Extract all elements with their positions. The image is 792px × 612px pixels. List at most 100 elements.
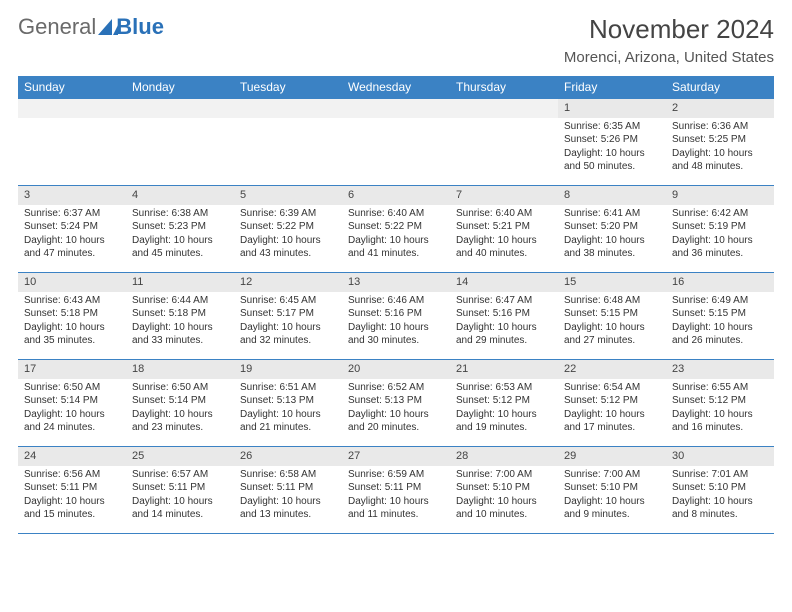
daylight-text: Daylight: 10 hours and 43 minutes. [240,234,336,261]
day-number: 12 [234,273,342,292]
day-number: 25 [126,447,234,466]
logo: General Blue [18,14,164,40]
day-body: Sunrise: 6:50 AMSunset: 5:14 PMDaylight:… [126,379,234,439]
day-number: 8 [558,186,666,205]
week-row: 10Sunrise: 6:43 AMSunset: 5:18 PMDayligh… [18,272,774,359]
sunrise-text: Sunrise: 6:57 AM [132,468,228,482]
sunset-text: Sunset: 5:11 PM [132,481,228,495]
sunrise-text: Sunrise: 6:58 AM [240,468,336,482]
sunrise-text: Sunrise: 6:43 AM [24,294,120,308]
daylight-text: Daylight: 10 hours and 8 minutes. [672,495,768,522]
sunrise-text: Sunrise: 6:59 AM [348,468,444,482]
day-body: Sunrise: 6:53 AMSunset: 5:12 PMDaylight:… [450,379,558,439]
day-cell: 25 Sunrise: 6:57 AMSunset: 5:11 PMDayligh… [126,447,234,533]
day-body: Sunrise: 6:40 AMSunset: 5:21 PMDaylight:… [450,205,558,265]
day-cell: 30Sunrise: 7:01 AMSunset: 5:10 PMDayligh… [666,447,774,533]
day-body: Sunrise: 7:00 AMSunset: 5:10 PMDaylight:… [450,466,558,526]
sunset-text: Sunset: 5:12 PM [456,394,552,408]
day-body: Sunrise: 6:47 AMSunset: 5:16 PMDaylight:… [450,292,558,352]
sunset-text: Sunset: 5:16 PM [348,307,444,321]
day-cell: 24Sunrise: 6:56 AMSunset: 5:11 PMDayligh… [18,447,126,533]
week-row: 24Sunrise: 6:56 AMSunset: 5:11 PMDayligh… [18,446,774,533]
day-body: Sunrise: 6:43 AMSunset: 5:18 PMDaylight:… [18,292,126,352]
dow-cell: Sunday [18,76,126,98]
day-number: 29 [558,447,666,466]
day-cell: 9Sunrise: 6:42 AMSunset: 5:19 PMDaylight… [666,186,774,272]
daylight-text: Daylight: 10 hours and 15 minutes. [24,495,120,522]
day-body: Sunrise: 6:56 AMSunset: 5:11 PMDaylight:… [18,466,126,526]
day-number: 26 [234,447,342,466]
day-cell: 27Sunrise: 6:59 AMSunset: 5:11 PMDayligh… [342,447,450,533]
day-cell: . [126,99,234,185]
day-cell: 15Sunrise: 6:48 AMSunset: 5:15 PMDayligh… [558,273,666,359]
sunrise-text: Sunrise: 6:48 AM [564,294,660,308]
sunset-text: Sunset: 5:15 PM [564,307,660,321]
day-number: 9 [666,186,774,205]
day-cell: 20Sunrise: 6:52 AMSunset: 5:13 PMDayligh… [342,360,450,446]
daylight-text: Daylight: 10 hours and 40 minutes. [456,234,552,261]
day-cell: . [234,99,342,185]
sunset-text: Sunset: 5:23 PM [132,220,228,234]
daylight-text: Daylight: 10 hours and 20 minutes. [348,408,444,435]
sunset-text: Sunset: 5:18 PM [132,307,228,321]
day-cell: 2Sunrise: 6:36 AMSunset: 5:25 PMDaylight… [666,99,774,185]
day-number: 5 [234,186,342,205]
daylight-text: Daylight: 10 hours and 32 minutes. [240,321,336,348]
sunrise-text: Sunrise: 6:53 AM [456,381,552,395]
sunset-text: Sunset: 5:24 PM [24,220,120,234]
day-cell: 29Sunrise: 7:00 AMSunset: 5:10 PMDayligh… [558,447,666,533]
page-title: November 2024 [564,14,774,45]
calendar-bottom-border [18,533,774,534]
day-cell: 22Sunrise: 6:54 AMSunset: 5:12 PMDayligh… [558,360,666,446]
daylight-text: Daylight: 10 hours and 16 minutes. [672,408,768,435]
daylight-text: Daylight: 10 hours and 11 minutes. [348,495,444,522]
sunset-text: Sunset: 5:11 PM [348,481,444,495]
sunset-text: Sunset: 5:10 PM [564,481,660,495]
dow-cell: Friday [558,76,666,98]
day-body: Sunrise: 6:49 AMSunset: 5:15 PMDaylight:… [666,292,774,352]
daylight-text: Daylight: 10 hours and 14 minutes. [132,495,228,522]
sunrise-text: Sunrise: 6:47 AM [456,294,552,308]
day-number: 15 [558,273,666,292]
week-row: 3Sunrise: 6:37 AMSunset: 5:24 PMDaylight… [18,185,774,272]
sunset-text: Sunset: 5:11 PM [24,481,120,495]
sunrise-text: Sunrise: 7:01 AM [672,468,768,482]
sunrise-text: Sunrise: 6:45 AM [240,294,336,308]
day-cell: 17Sunrise: 6:50 AMSunset: 5:14 PMDayligh… [18,360,126,446]
day-body: Sunrise: 6:37 AMSunset: 5:24 PMDaylight:… [18,205,126,265]
day-cell: . [450,99,558,185]
day-number: . [126,99,234,118]
daylight-text: Daylight: 10 hours and 35 minutes. [24,321,120,348]
days-of-week-row: SundayMondayTuesdayWednesdayThursdayFrid… [18,76,774,98]
sunset-text: Sunset: 5:21 PM [456,220,552,234]
sunrise-text: Sunrise: 6:51 AM [240,381,336,395]
sunset-text: Sunset: 5:25 PM [672,133,768,147]
day-body: Sunrise: 6:55 AMSunset: 5:12 PMDaylight:… [666,379,774,439]
day-number: 4 [126,186,234,205]
sunrise-text: Sunrise: 6:40 AM [348,207,444,221]
day-body: Sunrise: 6:58 AMSunset: 5:11 PMDaylight:… [234,466,342,526]
day-cell: 19Sunrise: 6:51 AMSunset: 5:13 PMDayligh… [234,360,342,446]
day-body: Sunrise: 6:46 AMSunset: 5:16 PMDaylight:… [342,292,450,352]
week-row: .....1Sunrise: 6:35 AMSunset: 5:26 PMDay… [18,98,774,185]
sunset-text: Sunset: 5:22 PM [240,220,336,234]
day-body: Sunrise: 6:52 AMSunset: 5:13 PMDaylight:… [342,379,450,439]
day-number: 11 [126,273,234,292]
daylight-text: Daylight: 10 hours and 30 minutes. [348,321,444,348]
day-cell: 26Sunrise: 6:58 AMSunset: 5:11 PMDayligh… [234,447,342,533]
day-body: Sunrise: 6:40 AMSunset: 5:22 PMDaylight:… [342,205,450,265]
sunrise-text: Sunrise: 7:00 AM [564,468,660,482]
sunset-text: Sunset: 5:10 PM [672,481,768,495]
sunrise-text: Sunrise: 6:50 AM [24,381,120,395]
sunset-text: Sunset: 5:14 PM [24,394,120,408]
sunrise-text: Sunrise: 6:49 AM [672,294,768,308]
sunset-text: Sunset: 5:13 PM [348,394,444,408]
day-cell: 8Sunrise: 6:41 AMSunset: 5:20 PMDaylight… [558,186,666,272]
day-number: 1 [558,99,666,118]
sunset-text: Sunset: 5:26 PM [564,133,660,147]
sunrise-text: Sunrise: 6:39 AM [240,207,336,221]
day-body: Sunrise: 6:59 AMSunset: 5:11 PMDaylight:… [342,466,450,526]
daylight-text: Daylight: 10 hours and 13 minutes. [240,495,336,522]
daylight-text: Daylight: 10 hours and 17 minutes. [564,408,660,435]
logo-text-general: General [18,14,96,40]
